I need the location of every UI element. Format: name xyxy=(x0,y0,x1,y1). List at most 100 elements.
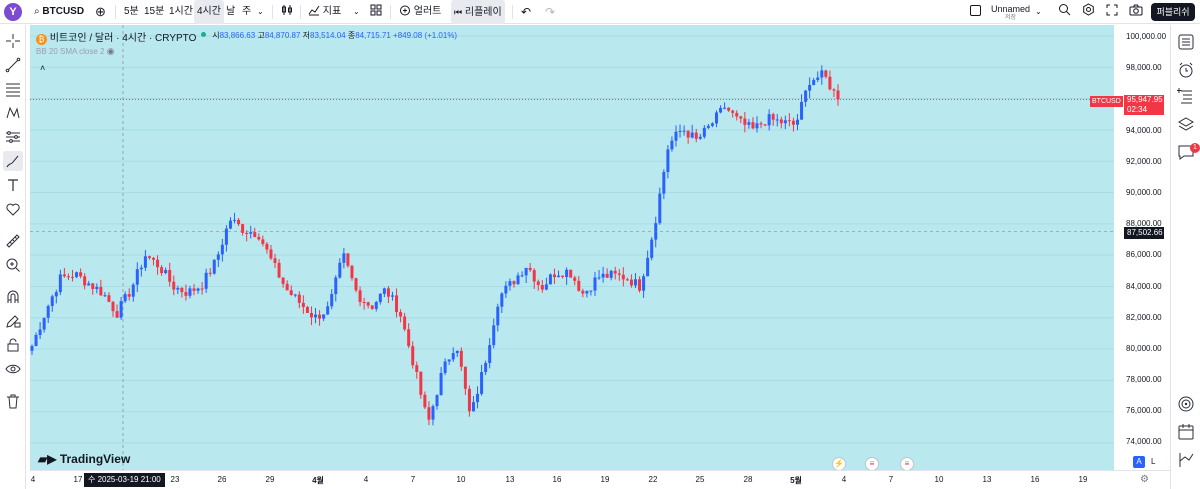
candle-body xyxy=(30,346,34,351)
layout-square-icon xyxy=(970,5,981,16)
candle-body xyxy=(34,334,38,347)
time-label: 13 xyxy=(505,475,515,484)
log-scale-button[interactable]: L xyxy=(1151,457,1156,466)
interval-1h[interactable]: 1시간 xyxy=(169,6,193,17)
top-toolbar: Y ⌕ BTCUSD ⊕ 5분 15분 1시간 4시간 날 주 ⌄ 지표 ⌄ 얼… xyxy=(0,0,1200,24)
symbol-legend[interactable]: ₿ 비트코인 / 달러 · 4시간 · CRYPTO xyxy=(36,29,196,45)
forecast-tool[interactable] xyxy=(3,127,23,147)
candle-body xyxy=(237,219,241,225)
collapse-legend-button[interactable]: ˄ xyxy=(40,63,45,73)
candle-body xyxy=(601,273,605,278)
interval-4h[interactable]: 4시간 xyxy=(194,0,224,24)
redo-button[interactable]: ↷ xyxy=(545,0,555,24)
candle-body xyxy=(54,292,58,297)
chart-pane[interactable] xyxy=(30,25,1114,470)
event-us-flag-icon[interactable]: ≡ xyxy=(865,457,879,471)
symbol-search[interactable]: ⌕ BTCUSD xyxy=(34,0,84,24)
publish-button[interactable]: 퍼블리쉬 xyxy=(1151,3,1195,21)
auto-scale-button[interactable]: A xyxy=(1133,456,1145,468)
compare-button[interactable]: ⊕ xyxy=(95,0,106,24)
settings-button[interactable] xyxy=(1082,0,1095,24)
templates-button[interactable] xyxy=(370,0,382,24)
calendar-button[interactable] xyxy=(1177,423,1195,441)
candle-body xyxy=(228,220,232,229)
remove-tool[interactable] xyxy=(3,391,23,411)
candle-body xyxy=(439,372,443,396)
interval-15m[interactable]: 15분 xyxy=(144,6,165,17)
brush-tool[interactable] xyxy=(3,151,23,171)
price-label: 90,000.00 xyxy=(1126,188,1162,197)
snapshot-button[interactable] xyxy=(1129,0,1143,24)
quick-search-button[interactable] xyxy=(1058,0,1071,24)
layout-checkbox[interactable] xyxy=(970,0,981,24)
trendline-icon xyxy=(5,57,21,73)
indicator-legend[interactable]: BB 20 SMA close 2 ◉ xyxy=(36,46,115,57)
layout-dropdown[interactable]: ⌄ xyxy=(1035,0,1042,24)
data-window-button[interactable] xyxy=(1177,87,1195,105)
indicators-button[interactable]: 지표 xyxy=(308,0,341,24)
candle-body xyxy=(528,267,532,271)
eye-icon[interactable]: ◉ xyxy=(106,46,115,56)
crosshair-tool[interactable] xyxy=(3,31,23,51)
zoom-tool[interactable] xyxy=(3,255,23,275)
price-axis[interactable] xyxy=(1114,25,1170,470)
event-lightning-icon[interactable]: ⚡ xyxy=(832,457,846,471)
alerts-panel-button[interactable] xyxy=(1177,61,1195,79)
candle-body xyxy=(309,312,313,318)
time-label: 5월 xyxy=(790,476,802,485)
favorites-tool[interactable] xyxy=(3,199,23,219)
candle-body xyxy=(804,90,808,102)
heart-icon xyxy=(6,203,20,216)
pattern-tool[interactable] xyxy=(3,103,23,123)
candle-body xyxy=(427,407,431,420)
candle-body xyxy=(123,294,127,302)
candle-body xyxy=(46,306,50,318)
hide-tool[interactable] xyxy=(3,359,23,379)
alert-button[interactable]: 얼러트 xyxy=(399,0,441,24)
layout-name[interactable]: Unnamed xyxy=(991,4,1031,14)
time-label: 4 xyxy=(363,475,369,484)
candle-body xyxy=(152,257,156,260)
watchlist-button[interactable] xyxy=(1177,33,1195,51)
candle-body xyxy=(66,276,70,278)
legend-title: 비트코인 / 달러 · 4시간 · CRYPTO xyxy=(49,33,197,44)
indicators-dropdown[interactable]: ⌄ xyxy=(353,0,360,24)
event-us-flag-icon-2[interactable]: ≡ xyxy=(900,457,914,471)
interval-1d[interactable]: 날 xyxy=(226,6,236,17)
object-tree-button[interactable] xyxy=(1177,115,1195,133)
draw-mode-tool[interactable] xyxy=(3,311,23,331)
fullscreen-button[interactable] xyxy=(1106,0,1118,24)
candle-body xyxy=(492,325,496,346)
trendline-tool[interactable] xyxy=(3,55,23,75)
strategy-button[interactable] xyxy=(1177,451,1195,469)
measure-tool[interactable] xyxy=(3,231,23,251)
text-tool[interactable] xyxy=(3,175,23,195)
candle-body xyxy=(682,130,686,132)
candlestick-chart[interactable] xyxy=(30,25,1114,470)
fib-tool[interactable] xyxy=(3,79,23,99)
interval-dropdown[interactable]: ⌄ xyxy=(257,0,264,24)
interval-1w[interactable]: 주 xyxy=(242,6,252,17)
target-button[interactable] xyxy=(1177,395,1195,413)
candle-body xyxy=(382,288,386,294)
candle-body xyxy=(415,365,419,372)
undo-button[interactable]: ↶ xyxy=(521,0,531,24)
candle-body xyxy=(791,120,795,125)
candle-body xyxy=(476,393,480,403)
lock-tool[interactable] xyxy=(3,335,23,355)
drawing-toolbar xyxy=(0,25,26,489)
replay-button[interactable]: ⏮ 리플레이 xyxy=(451,0,505,24)
user-avatar[interactable]: Y xyxy=(4,3,22,21)
chart-type-button[interactable] xyxy=(281,0,293,24)
candle-body xyxy=(386,288,390,297)
candle-body xyxy=(374,302,378,309)
candle-body xyxy=(407,329,411,347)
axis-settings-button[interactable]: ⚙ xyxy=(1140,474,1149,485)
eye-icon xyxy=(5,364,21,374)
candle-body xyxy=(119,301,123,318)
interval-5m[interactable]: 5분 xyxy=(124,6,139,17)
time-axis[interactable] xyxy=(30,470,1170,489)
magnet-tool[interactable] xyxy=(3,287,23,307)
time-label: 4월 xyxy=(312,476,324,485)
low-value: 83,514.04 xyxy=(310,31,346,40)
